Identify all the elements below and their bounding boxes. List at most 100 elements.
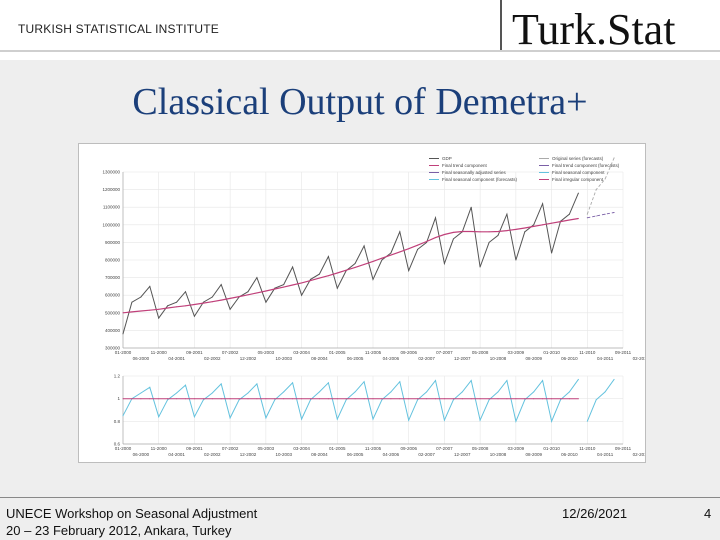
footer-date: 12/26/2021: [562, 506, 628, 521]
data-point: [327, 398, 329, 400]
data-point: [435, 237, 436, 239]
x-tick-label: 01-2010: [543, 350, 560, 355]
x-tick-label: 11-2000: [151, 350, 168, 355]
data-point: [193, 315, 195, 317]
y-tick-label: 1000000: [102, 222, 120, 227]
data-point: [488, 398, 490, 400]
x-tick-label: 11-2005: [365, 350, 382, 355]
y-tick-label: 900000: [105, 240, 121, 245]
data-point: [310, 278, 311, 280]
x-tick-label: 02-2007: [418, 452, 435, 457]
data-point: [604, 391, 606, 393]
data-point: [452, 231, 454, 233]
data-point: [586, 217, 588, 219]
x-tick-label: 05-2008: [472, 350, 489, 355]
x-tick-label: 11-2005: [365, 446, 382, 451]
data-point: [551, 222, 553, 224]
y-tick-label: 1300000: [102, 170, 120, 175]
data-point: [577, 398, 579, 400]
data-point: [577, 218, 579, 219]
data-point: [301, 294, 303, 296]
data-point: [390, 254, 392, 256]
x-tick-label: 05-2003: [258, 446, 275, 451]
x-tick-label: 11-2000: [151, 446, 168, 451]
data-point: [435, 380, 436, 381]
data-point: [238, 296, 240, 298]
data-point: [167, 398, 169, 400]
y-tick-label: 700000: [105, 275, 121, 280]
data-point: [354, 398, 356, 400]
series-line-final-seasonal-component-forecasts: [586, 379, 615, 422]
data-point: [568, 213, 570, 215]
data-point: [497, 391, 499, 393]
x-tick-label: 01-2005: [329, 446, 346, 451]
data-point: [533, 224, 535, 226]
y-tick-label: 500000: [105, 310, 121, 315]
data-point: [122, 415, 124, 417]
data-point: [158, 308, 160, 310]
data-point: [158, 317, 160, 319]
x-tick-label: 02-2007: [418, 356, 435, 361]
x-tick-label: 07-2007: [436, 350, 453, 355]
header-divider: [0, 50, 720, 52]
x-tick-label: 06-2010: [561, 356, 578, 361]
x-tick-label: 09-2006: [400, 350, 417, 355]
x-tick-label: 08-2004: [311, 356, 328, 361]
data-point: [595, 215, 597, 217]
data-point: [149, 309, 151, 311]
data-point: [417, 398, 419, 400]
data-point: [185, 291, 186, 293]
data-point: [613, 212, 615, 213]
data-point: [292, 266, 294, 268]
data-point: [140, 398, 142, 400]
data-point: [345, 399, 347, 401]
data-point: [479, 266, 481, 268]
x-tick-label: 09-2006: [400, 446, 417, 451]
data-point: [310, 399, 311, 401]
x-tick-label: 04-2011: [597, 452, 614, 457]
data-point: [256, 277, 258, 279]
y-tick-label: 1: [117, 396, 120, 401]
data-point: [318, 277, 320, 279]
data-point: [488, 399, 490, 401]
x-tick-label: 12-2002: [240, 356, 257, 361]
data-point: [399, 381, 401, 383]
data-point: [515, 228, 517, 230]
data-point: [551, 252, 553, 254]
data-point: [318, 398, 320, 400]
x-tick-label: 11-2010: [579, 446, 596, 451]
data-point: [426, 241, 428, 242]
data-point: [220, 398, 222, 400]
x-tick-label: 10-2003: [275, 356, 292, 361]
brand-divider: [500, 0, 502, 50]
data-point: [318, 391, 320, 393]
data-point: [167, 399, 169, 401]
footer-divider: [0, 497, 720, 498]
y-tick-label: 800000: [105, 258, 121, 263]
x-tick-label: 03-2004: [293, 446, 310, 451]
x-tick-label: 04-2011: [597, 356, 614, 361]
data-point: [363, 381, 365, 383]
legend-label: Original series (forecasts): [552, 156, 604, 161]
x-tick-label: 03-2004: [293, 350, 310, 355]
data-point: [533, 225, 535, 227]
x-tick-label: 04-2001: [168, 452, 185, 457]
x-tick-label: 02-2012: [633, 356, 645, 361]
data-point: [586, 420, 588, 422]
data-point: [158, 416, 160, 418]
x-tick-label: 05-2003: [258, 350, 275, 355]
data-point: [274, 398, 276, 400]
data-point: [211, 301, 213, 303]
data-point: [158, 398, 160, 400]
data-point: [497, 398, 499, 400]
data-point: [568, 391, 570, 393]
data-point: [506, 230, 508, 232]
legend-label: Final trend component (forecasts): [552, 163, 620, 168]
legend-label: Final seasonally adjusted series: [442, 170, 507, 175]
data-point: [229, 398, 231, 400]
data-point: [336, 398, 338, 400]
data-point: [613, 157, 615, 159]
data-point: [274, 288, 276, 290]
data-point: [131, 311, 133, 313]
x-tick-label: 02-2002: [204, 452, 221, 457]
